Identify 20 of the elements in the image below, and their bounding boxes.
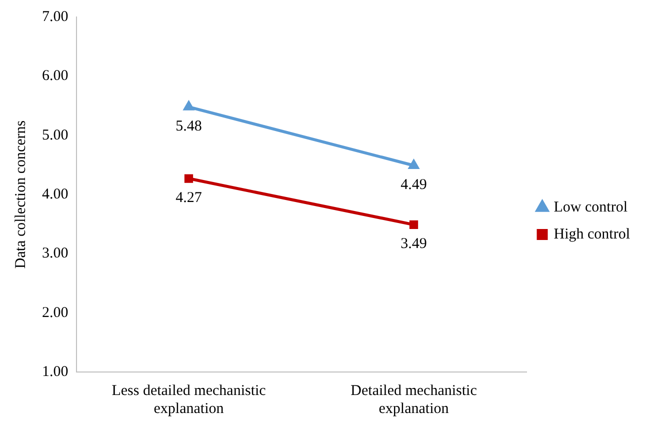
data-label: 3.49 [400,236,427,252]
y-tick-label: 2.00 [42,304,68,321]
point [409,220,418,230]
y-tick-label: 3.00 [42,246,68,262]
legend-label: Low control [554,199,628,216]
y-tick-label: 7.00 [42,8,68,25]
y-tick-label: 5.00 [42,127,68,144]
y-axis-title: Data collection concerns [12,120,29,269]
y-tick-label: 1.00 [42,364,68,380]
point [408,160,419,170]
y-tick-label: 6.00 [42,68,68,84]
point [184,101,194,110]
x-tick-label: Less detailed mechanistic explanation [112,382,266,417]
x-tick-label: Detailed mechanistic explanation [350,382,478,417]
point [184,174,194,183]
data-label: 4.49 [400,176,427,193]
data-label: 4.27 [176,190,202,206]
data-label: 5.48 [176,118,202,134]
legend-label: High control [554,226,630,242]
y-tick-label: 4.00 [42,186,68,202]
